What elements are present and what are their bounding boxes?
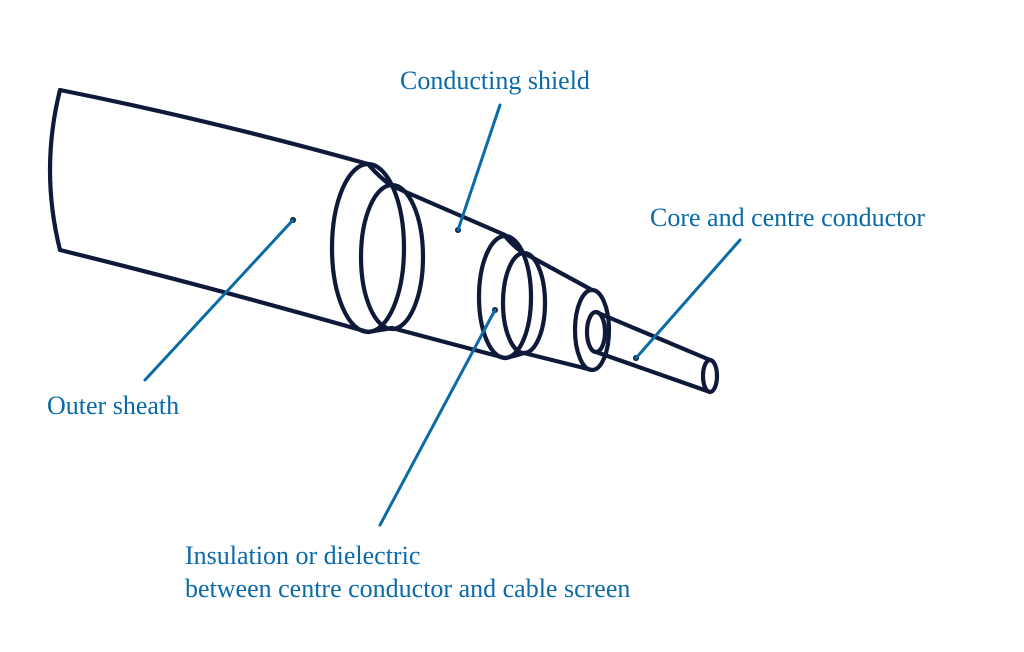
leader-core-conductor [636,240,740,358]
leader-outer-sheath [145,220,293,380]
label-core-centre-conductor: Core and centre conductor [650,202,925,235]
label-outer-sheath: Outer sheath [47,390,179,423]
diagram-stage: Conducting shield Core and centre conduc… [0,0,1024,652]
label-insulation-dielectric: Insulation or dielectric between centre … [185,540,630,605]
leader-insulation [380,310,495,525]
label-conducting-shield: Conducting shield [400,65,590,98]
leader-conducting-shield [458,105,500,230]
